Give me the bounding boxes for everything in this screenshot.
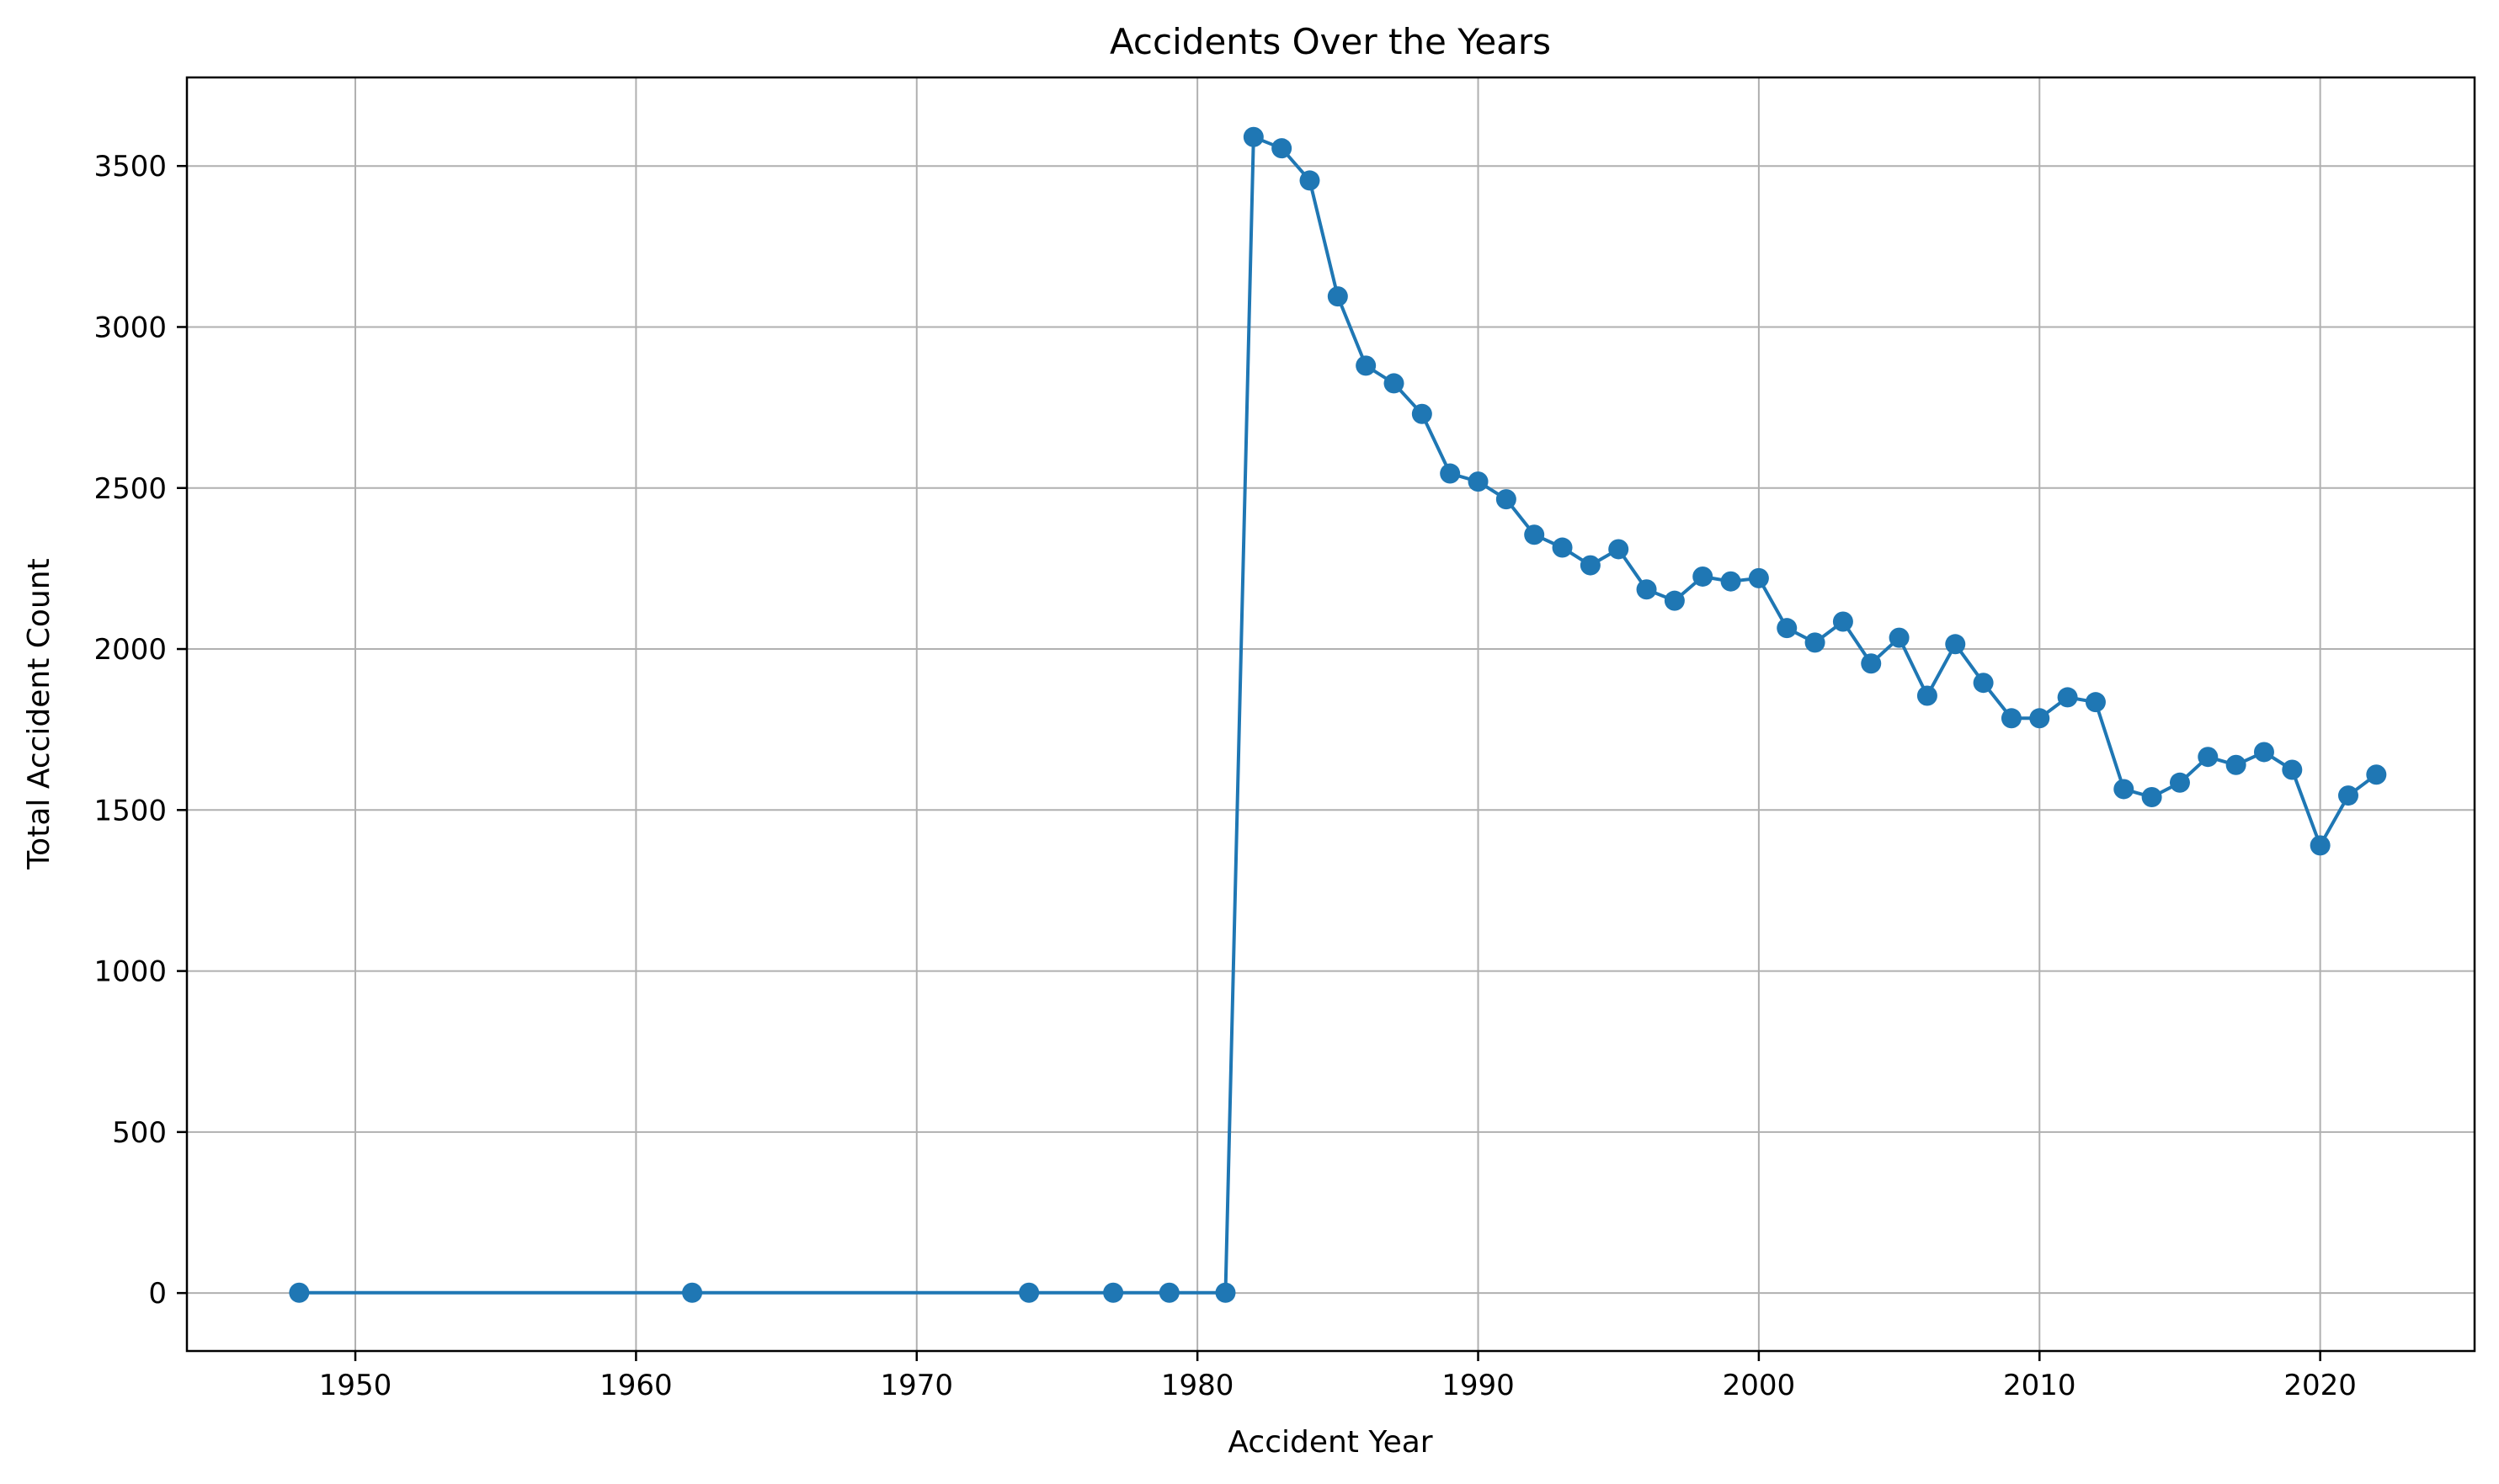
- data-point: [2169, 772, 2190, 793]
- data-point: [1468, 471, 1489, 492]
- data-point: [1524, 524, 1545, 545]
- series-line: [299, 135, 2378, 1295]
- y-tick-label: 2500: [93, 472, 167, 506]
- x-tick-label: 1980: [1161, 1369, 1234, 1402]
- data-point: [1777, 618, 1798, 639]
- chart-title: Accidents Over the Years: [1110, 21, 1551, 62]
- data-point: [1299, 170, 1320, 191]
- data-point: [1832, 611, 1853, 632]
- data-point: [1356, 355, 1377, 376]
- data-point: [1243, 126, 1264, 147]
- y-tick-label: 3000: [93, 311, 167, 344]
- tick-layer: 1950 1960 1970 1980 1990 2000 2010 2020 0 500 1000…: [93, 150, 2356, 1402]
- data-point: [2113, 779, 2134, 800]
- data-point: [1495, 489, 1516, 510]
- data-point: [1552, 537, 1573, 558]
- x-tick-label: 1990: [1441, 1369, 1515, 1402]
- x-tick-label: 1970: [881, 1369, 954, 1402]
- data-point: [2001, 708, 2022, 729]
- y-tick-label: 1000: [93, 955, 167, 989]
- data-point: [1973, 673, 1994, 694]
- y-tick-label: 2000: [93, 633, 167, 667]
- data-point: [2366, 764, 2387, 785]
- y-tick-label: 0: [148, 1277, 167, 1311]
- data-point: [2282, 759, 2303, 780]
- y-tick-label: 500: [112, 1116, 167, 1150]
- data-point: [1271, 138, 1292, 159]
- data-point: [2198, 747, 2219, 768]
- data-point: [1411, 403, 1432, 424]
- axes-frame: [185, 76, 2476, 1353]
- data-point: [1692, 566, 1713, 587]
- x-tick-label: 1950: [319, 1369, 392, 1402]
- x-tick-label: 2000: [1723, 1369, 1796, 1402]
- data-point: [1103, 1282, 1124, 1303]
- data-point: [1019, 1282, 1040, 1303]
- grid-layer: [187, 77, 2475, 1351]
- data-point: [1664, 590, 1685, 611]
- y-axis-label: Total Accident Count: [22, 558, 56, 870]
- data-point: [2085, 692, 2106, 713]
- data-point: [1945, 634, 1966, 655]
- data-point: [1720, 571, 1741, 592]
- data-point: [2057, 687, 2078, 708]
- data-point: [1916, 685, 1937, 706]
- data-point: [2310, 835, 2331, 856]
- data-point: [2141, 787, 2162, 808]
- y-tick-label: 1500: [93, 794, 167, 827]
- data-point: [1215, 1282, 1236, 1303]
- data-point: [1748, 567, 1769, 588]
- data-point: [1580, 555, 1601, 576]
- data-point: [2337, 785, 2358, 806]
- x-tick-label: 2020: [2283, 1369, 2357, 1402]
- data-point: [2253, 742, 2274, 763]
- data-point: [289, 1282, 310, 1303]
- data-point: [1608, 539, 1629, 560]
- x-tick-label: 1960: [599, 1369, 673, 1402]
- y-tick-label: 3500: [93, 150, 167, 184]
- data-point: [1636, 579, 1657, 600]
- x-axis-label: Accident Year: [1228, 1425, 1432, 1460]
- data-point: [1440, 463, 1461, 484]
- data-point: [1861, 653, 1882, 674]
- data-point: [2225, 754, 2246, 775]
- data-point: [1383, 373, 1404, 394]
- series-layer: [289, 126, 2387, 1303]
- data-point: [682, 1282, 703, 1303]
- data-point: [1804, 632, 1825, 653]
- data-point: [2029, 708, 2050, 729]
- data-point: [1159, 1282, 1180, 1303]
- data-point: [1327, 286, 1348, 307]
- data-point: [1889, 627, 1910, 648]
- x-tick-label: 2010: [2003, 1369, 2076, 1402]
